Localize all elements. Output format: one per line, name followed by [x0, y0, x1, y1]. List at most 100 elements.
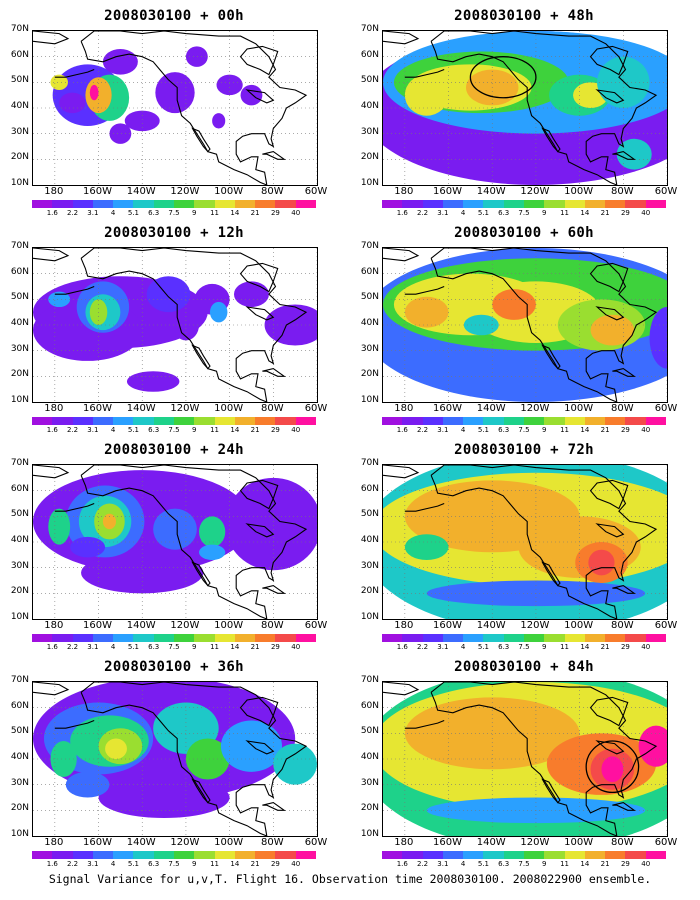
panel-title: 2008030100 + 36h [104, 659, 244, 675]
coastline [612, 368, 636, 377]
map-svg [33, 248, 317, 402]
lat-tick-label: 60N [360, 700, 379, 711]
lon-tick-label: 180 [44, 403, 64, 414]
lon-tick-label: 60W [304, 186, 328, 197]
variance-contour-1 [185, 46, 208, 67]
coastline [430, 692, 618, 836]
coastline [245, 740, 275, 755]
colorbar-label: 1.6 [396, 643, 408, 651]
colorbar-label: 14 [580, 860, 590, 868]
colorbar-swatch [133, 634, 154, 642]
colorbar-label: 1.6 [396, 860, 408, 868]
lon-tick-label: 160W [433, 620, 463, 631]
colorbar-swatch [32, 200, 53, 208]
coastline [430, 31, 658, 185]
lat-tick-label: 30N [360, 126, 379, 137]
coastline [33, 248, 70, 262]
colorbar-label: 21 [600, 643, 610, 651]
lon-tick-label: 160W [433, 403, 463, 414]
lon-tick-label: 120W [520, 186, 550, 197]
panel-title: 2008030100 + 24h [104, 442, 244, 458]
variance-contour-1 [124, 110, 160, 132]
lat-tick-label: 60N [10, 700, 29, 711]
colorbar-label: 29 [270, 860, 280, 868]
variance-contour-4 [220, 720, 283, 772]
variance-contour-1 [155, 72, 195, 114]
colorbar-label: 9 [192, 426, 197, 434]
colorbar-swatch [173, 417, 195, 425]
lat-tick-label: 30N [360, 343, 379, 354]
variance-contour-4 [48, 291, 71, 308]
map-svg [383, 248, 667, 402]
colorbar-swatch [194, 851, 215, 859]
lon-tick-label: 140W [476, 186, 506, 197]
variance-contour-3 [153, 508, 197, 550]
variance-contour-5 [463, 314, 499, 336]
colorbar-swatch [625, 200, 646, 208]
colorbar-label: 40 [641, 209, 651, 217]
colorbar-swatch [463, 200, 484, 208]
colorbar-swatch [422, 634, 443, 642]
colorbar-label: 2.2 [66, 426, 79, 434]
lon-tick-label: 140W [476, 837, 506, 848]
colorbar-swatch [483, 634, 504, 642]
colorbar-swatch [584, 634, 606, 642]
coastline [262, 151, 286, 160]
coastline [245, 523, 275, 538]
coastline [80, 682, 308, 836]
coastline [430, 248, 658, 402]
colorbar-swatch [52, 851, 73, 859]
colorbar-label: 4 [110, 426, 116, 434]
colorbar-swatch [382, 851, 403, 859]
variance-contour-1 [240, 84, 263, 106]
map-svg [33, 31, 317, 185]
colorbar-label: 14 [230, 860, 240, 868]
lat-tick-label: 50N [10, 726, 29, 737]
colorbar-swatch [214, 200, 235, 208]
variance-contour-13 [601, 756, 624, 783]
colorbar-swatch [382, 634, 403, 642]
colorbar-label: 40 [291, 860, 301, 868]
lon-tick-label: 80W [610, 620, 634, 631]
colorbar-swatch [605, 200, 626, 208]
coastline [404, 719, 445, 729]
colorbar-swatch [173, 634, 195, 642]
coastline [595, 306, 625, 321]
map-svg [33, 465, 317, 619]
colorbar-label: 1.6 [396, 426, 408, 434]
lon-tick-label: 100W [214, 186, 244, 197]
colorbar-label: 4 [460, 643, 466, 651]
colorbar-swatch [544, 200, 565, 208]
lat-tick-label: 50N [10, 75, 29, 86]
variance-contour-1 [233, 281, 269, 308]
colorbar-label: 7.5 [168, 209, 180, 217]
coastline [262, 802, 286, 811]
variance-contour-6 [48, 508, 71, 545]
colorbar-label: 9 [542, 209, 547, 217]
coastline [383, 682, 420, 696]
variance-contour-1 [126, 371, 180, 392]
colorbar-swatch [483, 851, 504, 859]
map-frame [32, 681, 318, 837]
panel-title: 2008030100 + 84h [454, 659, 594, 675]
lat-tick-label: 20N [10, 152, 29, 163]
variance-contour-1 [81, 552, 204, 594]
colorbar-swatch [564, 634, 585, 642]
colorbar-label: 2.2 [416, 426, 429, 434]
colorbar-label: 29 [620, 643, 630, 651]
coastline [54, 719, 95, 729]
colorbar-label: 2.2 [66, 860, 79, 868]
lon-tick-label: 60W [654, 837, 678, 848]
lon-tick-label: 80W [260, 186, 284, 197]
lat-tick-label: 60N [10, 49, 29, 60]
map-frame [382, 681, 668, 837]
colorbar-swatch [153, 417, 174, 425]
colorbar-swatch [503, 851, 524, 859]
colorbar-swatch [442, 851, 464, 859]
colorbar-label: 11 [560, 643, 570, 651]
colorbar-label: 4 [110, 643, 116, 651]
variance-contour-6 [50, 741, 77, 777]
coastline [245, 89, 275, 104]
lat-tick-label: 70N [360, 458, 379, 468]
variance-contour-2 [146, 276, 191, 313]
